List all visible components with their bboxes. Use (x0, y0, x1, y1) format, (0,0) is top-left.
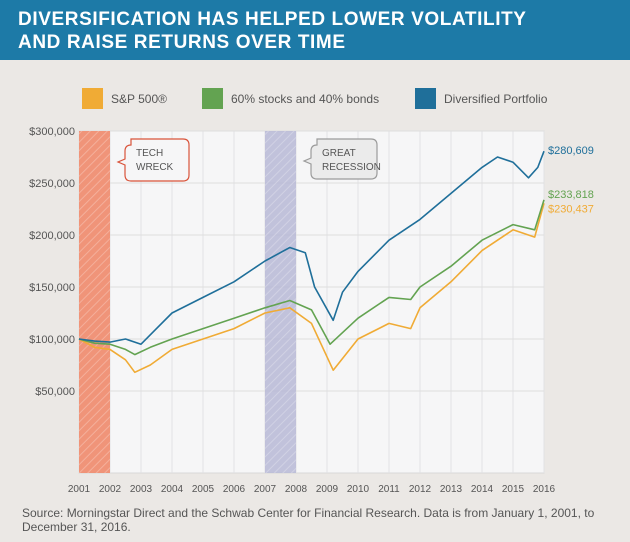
callout-text: GREAT (322, 148, 356, 159)
legend-swatch (415, 88, 436, 109)
legend-diversified: Diversified Portfolio (415, 88, 547, 109)
callout-bubble (116, 138, 190, 182)
legend-label: S&P 500® (111, 91, 167, 106)
callout-text: TECH (136, 148, 163, 159)
y-tick-label: $100,000 (29, 334, 75, 346)
end-value-label: $230,437 (548, 203, 594, 215)
series-line (78, 150, 545, 345)
x-tick-label: 2002 (99, 484, 122, 495)
legend-60-40: 60% stocks and 40% bonds (202, 88, 379, 109)
end-value-label: $233,818 (548, 189, 594, 201)
x-tick-label: 2006 (223, 484, 246, 495)
x-tick-label: 2007 (254, 484, 277, 495)
x-tick-label: 2012 (409, 484, 432, 495)
y-tick-label: $300,000 (29, 126, 75, 138)
series-line (78, 203, 545, 374)
x-tick-label: 2010 (347, 484, 370, 495)
y-tick-label: $150,000 (29, 282, 75, 294)
x-tick-label: 2001 (68, 484, 91, 495)
y-tick-label: $50,000 (35, 386, 75, 398)
legend-label: Diversified Portfolio (444, 91, 548, 106)
x-tick-label: 2004 (161, 484, 184, 495)
shaded-hatch (79, 131, 110, 473)
series-line (78, 199, 545, 356)
source-note: Source: Morningstar Direct and the Schwa… (22, 506, 595, 534)
callout-text: RECESSION (322, 162, 381, 173)
title-line-2: AND RAISE RETURNS OVER TIME (18, 32, 346, 53)
legend-swatch (202, 88, 223, 109)
x-tick-label: 2011 (378, 484, 400, 495)
legend-label: 60% stocks and 40% bonds (231, 91, 380, 106)
x-tick-label: 2016 (533, 484, 556, 495)
y-tick-label: $250,000 (29, 178, 75, 190)
x-tick-label: 2009 (316, 484, 339, 495)
x-tick-label: 2014 (471, 484, 494, 495)
legend-swatch (82, 88, 103, 109)
callout-bubble (302, 138, 378, 180)
x-tick-label: 2013 (440, 484, 463, 495)
plot-area (78, 130, 545, 474)
y-tick-label: $200,000 (29, 230, 75, 242)
legend-sp500: S&P 500® (82, 88, 167, 109)
end-value-label: $280,609 (548, 145, 594, 157)
x-tick-label: 2008 (285, 484, 308, 495)
title-line-1: DIVERSIFICATION HAS HELPED LOWER VOLATIL… (18, 9, 527, 30)
x-tick-label: 2015 (502, 484, 525, 495)
chart-title: DIVERSIFICATION HAS HELPED LOWER VOLATIL… (0, 0, 630, 60)
x-tick-label: 2003 (130, 484, 153, 495)
callout-text: WRECK (136, 162, 174, 173)
shaded-hatch (265, 131, 296, 473)
x-tick-label: 2005 (192, 484, 215, 495)
